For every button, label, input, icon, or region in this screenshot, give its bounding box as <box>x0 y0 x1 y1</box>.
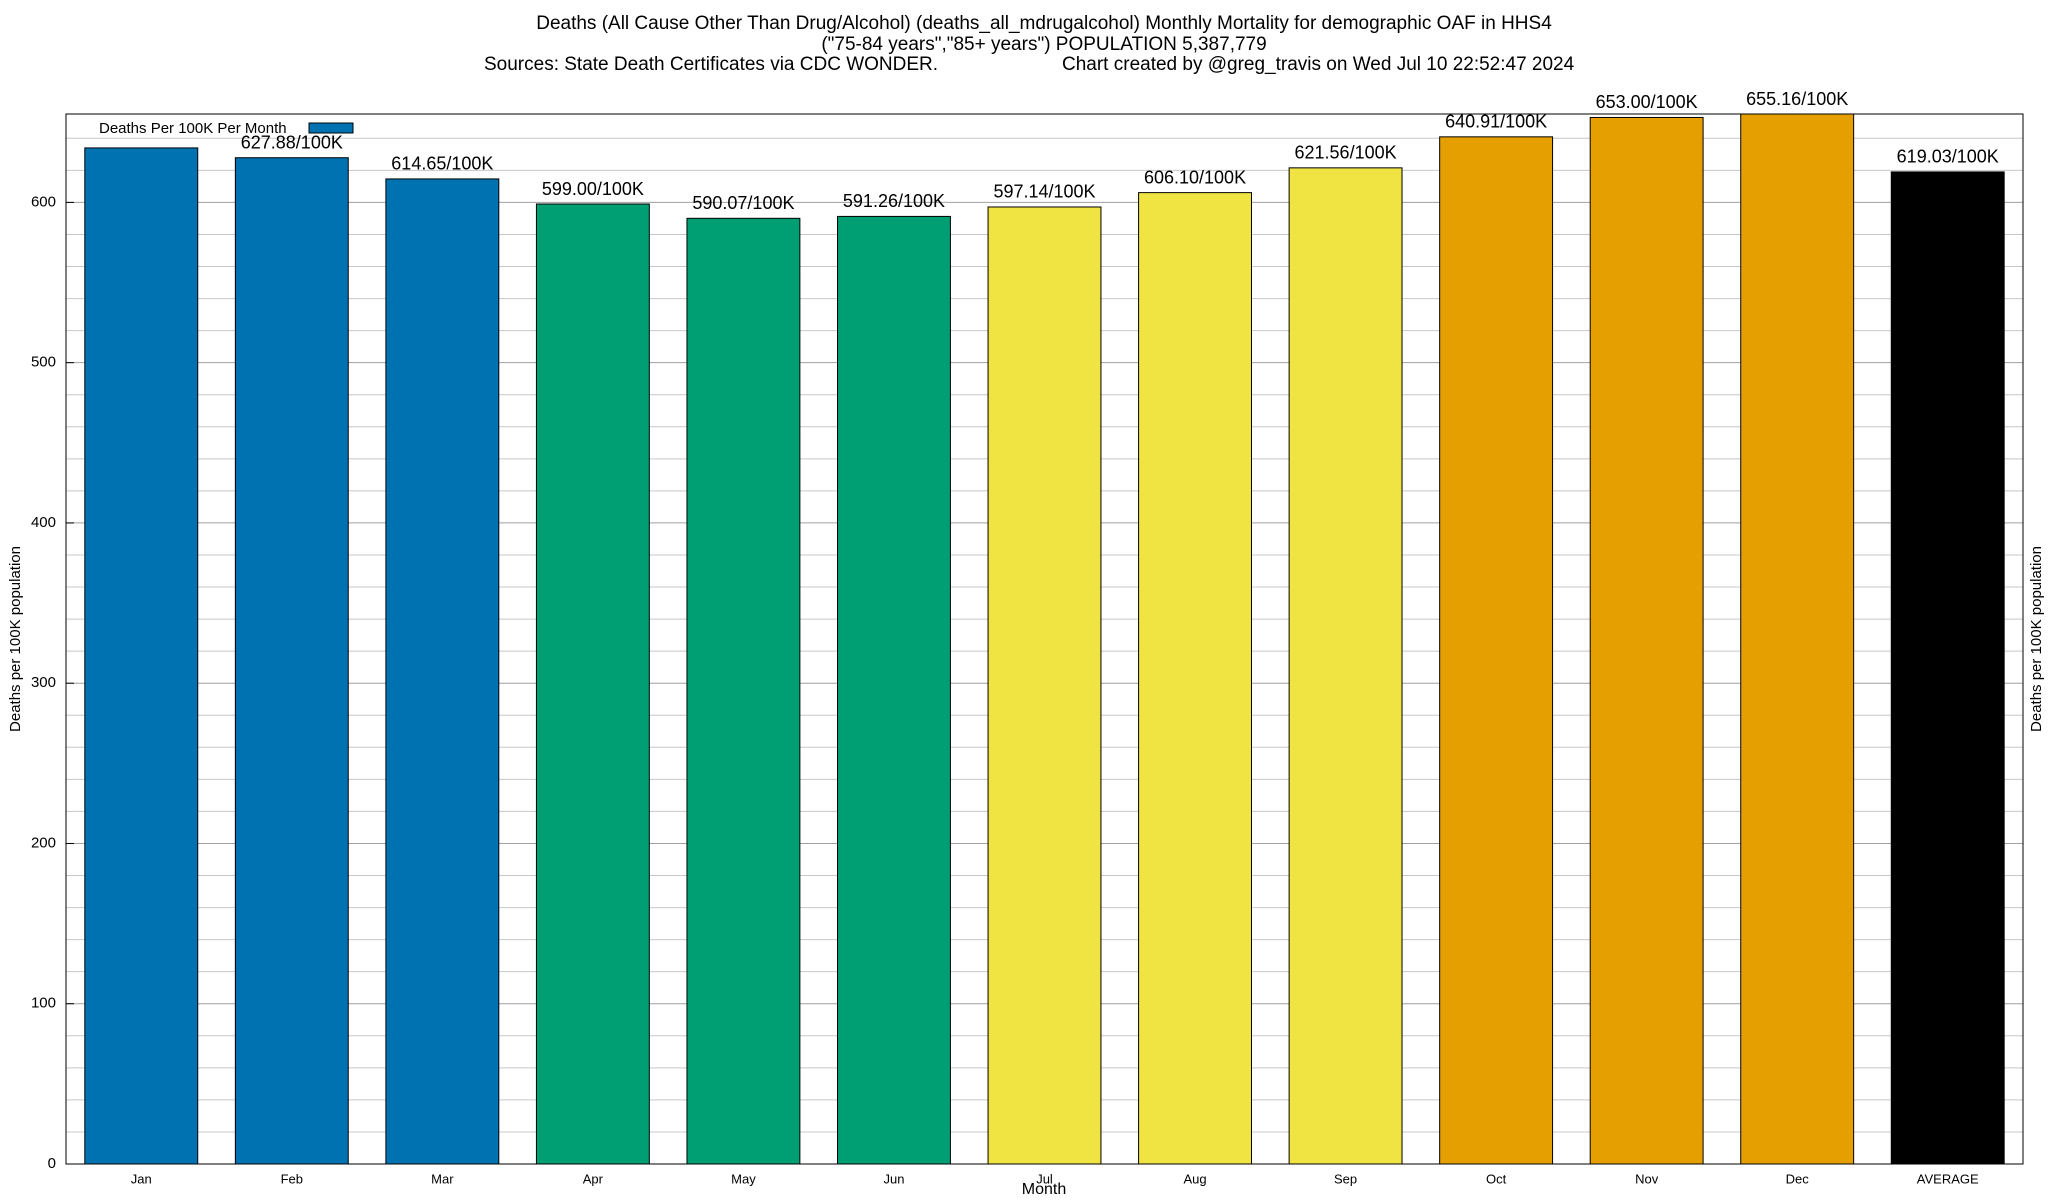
data-label: 640.91/100K <box>1445 112 1547 132</box>
x-tick-label: May <box>731 1171 756 1186</box>
x-tick-label: Dec <box>1786 1171 1810 1186</box>
bar <box>1890 171 2005 1165</box>
bar <box>535 203 650 1165</box>
x-tick-label: Oct <box>1486 1171 1507 1186</box>
data-label: 627.88/100K <box>241 132 343 152</box>
bar <box>1288 167 1403 1165</box>
data-label: 619.03/100K <box>1897 147 1999 167</box>
x-tick-label: Mar <box>431 1171 454 1186</box>
y-tick-label: 100 <box>31 995 56 1012</box>
x-tick-label: AVERAGE <box>1917 1171 1979 1186</box>
credit-note: Chart created by @greg_travis on Wed Jul… <box>1062 54 1575 75</box>
y-tick-label: 200 <box>31 834 56 851</box>
bar <box>84 147 199 1165</box>
y-axis-label: Deaths per 100K population <box>7 546 24 732</box>
data-label: 591.26/100K <box>843 191 945 211</box>
data-label: 653.00/100K <box>1596 92 1698 112</box>
legend-label: Deaths Per 100K Per Month <box>99 120 287 137</box>
bar <box>1740 113 1855 1165</box>
x-tick-label: Nov <box>1635 1171 1659 1186</box>
bar <box>987 206 1102 1165</box>
x-tick-label: Sep <box>1334 1171 1357 1186</box>
bar <box>1439 136 1554 1165</box>
y-tick-label: 400 <box>31 514 56 531</box>
y-tick-label: 600 <box>31 193 56 210</box>
x-tick-label: Jul <box>1036 1171 1053 1186</box>
y-tick-label: 300 <box>31 674 56 691</box>
x-tick-label: Jan <box>131 1171 152 1186</box>
source-note: Sources: State Death Certificates via CD… <box>484 54 938 75</box>
bar <box>385 178 500 1165</box>
data-label: 614.65/100K <box>391 154 493 174</box>
data-label: 597.14/100K <box>993 182 1095 202</box>
data-label: 655.16/100K <box>1746 89 1848 109</box>
x-tick-label: Feb <box>281 1171 303 1186</box>
y-tick-label: 500 <box>31 354 56 371</box>
data-label: 606.10/100K <box>1144 167 1246 187</box>
bar <box>234 157 349 1165</box>
bar <box>837 215 951 1165</box>
data-label: 590.07/100K <box>692 193 794 213</box>
x-tick-label: Apr <box>583 1171 604 1186</box>
bar <box>1589 116 1704 1165</box>
x-axis-label: Month <box>1022 1181 1066 1198</box>
data-label: 621.56/100K <box>1295 143 1397 163</box>
x-tick-label: Jun <box>883 1171 904 1186</box>
plot-frame <box>65 113 2024 1165</box>
legend-swatch <box>308 122 354 134</box>
data-label: 599.00/100K <box>542 179 644 199</box>
x-tick-label: Aug <box>1183 1171 1206 1186</box>
y-tick-label: 0 <box>48 1155 56 1172</box>
bar <box>1138 192 1252 1165</box>
chart-subtitle: ("75-84 years","85+ years") POPULATION 5… <box>821 34 1266 55</box>
y2-axis-label: Deaths per 100K population <box>2028 546 2045 732</box>
bar <box>686 217 801 1165</box>
chart-title: Deaths (All Cause Other Than Drug/Alcoho… <box>536 13 1552 34</box>
